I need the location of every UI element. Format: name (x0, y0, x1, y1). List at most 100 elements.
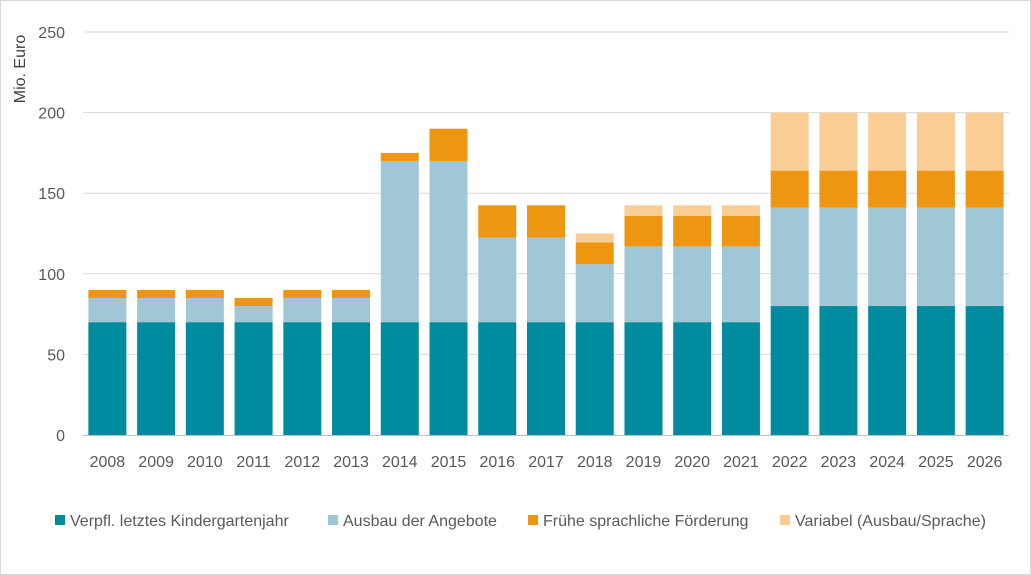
bar-segment-2022-series-0 (770, 306, 809, 435)
x-tick-label: 2017 (528, 454, 564, 471)
x-tick-label: 2019 (626, 454, 662, 471)
bar-group-2014 (380, 152, 419, 435)
bar-segment-2016-series-0 (478, 322, 517, 435)
legend-item-3: Variabel (Ausbau/Sprache) (780, 513, 986, 530)
y-tick-label: 250 (38, 25, 65, 42)
x-tick-label: 2010 (187, 454, 223, 471)
bar-segment-2020-series-0 (673, 322, 712, 435)
bar-segment-2013-series-0 (332, 322, 371, 435)
bar-segment-2011-series-2 (234, 297, 273, 307)
bar-segment-2019-series-0 (624, 322, 663, 435)
bar-segment-2021-series-3 (721, 205, 760, 216)
x-tick-label: 2011 (236, 454, 271, 471)
x-tick-label: 2018 (577, 454, 613, 471)
bar-segment-2009-series-2 (137, 289, 176, 298)
bar-segment-2009-series-0 (137, 322, 176, 435)
bar-group-2021 (721, 205, 760, 435)
bar-segment-2021-series-2 (721, 215, 760, 247)
bar-segment-2026-series-0 (965, 306, 1004, 435)
legend-swatch (780, 515, 790, 525)
x-tick-label: 2014 (382, 454, 418, 471)
y-tick-label: 0 (56, 428, 65, 445)
bar-segment-2018-series-2 (575, 242, 614, 265)
x-tick-label: 2015 (431, 454, 467, 471)
bar-segment-2010-series-0 (185, 322, 224, 435)
bar-segment-2020-series-2 (673, 215, 712, 247)
bar-segment-2016-series-2 (478, 205, 517, 238)
bar-segment-2019-series-3 (624, 205, 663, 216)
bar-group-2008 (88, 289, 127, 435)
y-tick-label: 200 (38, 106, 65, 123)
bar-group-2020 (673, 205, 712, 435)
bar-segment-2017-series-1 (527, 237, 565, 323)
bar-segment-2017-series-2 (527, 205, 565, 238)
x-tick-label: 2012 (285, 454, 321, 471)
bar-segment-2015-series-2 (429, 128, 468, 161)
x-tick-label: 2026 (967, 454, 1003, 471)
bar-group-2022 (770, 112, 809, 435)
bar-segment-2013-series-1 (332, 297, 371, 323)
bar-segment-2010-series-2 (185, 289, 224, 298)
bar-group-2013 (332, 289, 371, 435)
legend-item-0: Verpfl. letztes Kindergartenjahr (55, 513, 289, 530)
bar-segment-2026-series-1 (965, 207, 1004, 307)
bar-group-2023 (819, 112, 858, 435)
bar-segment-2024-series-2 (868, 170, 907, 208)
bar-group-2025 (916, 112, 955, 435)
bar-segment-2020-series-1 (673, 246, 712, 323)
bar-segment-2025-series-0 (916, 306, 955, 435)
x-tick-label: 2021 (723, 454, 759, 471)
legend-swatch (328, 515, 338, 525)
bar-segment-2016-series-1 (478, 237, 517, 323)
bar-segment-2022-series-3 (770, 112, 809, 171)
bar-segment-2010-series-1 (185, 297, 224, 323)
legend-label: Verpfl. letztes Kindergartenjahr (70, 513, 289, 530)
bar-segment-2015-series-0 (429, 322, 468, 435)
y-axis: 0 50 100 150 200 250 (38, 25, 65, 445)
bar-segment-2019-series-1 (624, 246, 663, 323)
bar-segment-2011-series-1 (234, 306, 273, 323)
bar-segment-2012-series-0 (283, 322, 322, 435)
x-tick-label: 2013 (333, 454, 369, 471)
bar-segment-2015-series-1 (429, 160, 468, 323)
bar-segment-2025-series-2 (916, 170, 955, 208)
bar-group-2026 (965, 112, 1004, 435)
bar-segment-2021-series-0 (721, 322, 760, 435)
legend: Verpfl. letztes Kindergartenjahr Ausbau d… (55, 513, 986, 530)
bar-segment-2014-series-0 (380, 322, 419, 435)
x-tick-label: 2024 (869, 454, 905, 471)
legend-label: Ausbau der Angebote (343, 513, 497, 530)
x-tick-label: 2009 (138, 454, 174, 471)
legend-swatch (528, 515, 538, 525)
x-tick-label: 2016 (479, 454, 515, 471)
bar-group-2018 (575, 233, 614, 435)
bar-group-2010 (185, 289, 224, 435)
bar-segment-2021-series-1 (721, 246, 760, 323)
bar-segment-2008-series-2 (88, 289, 127, 298)
bar-segment-2017-series-0 (527, 322, 565, 435)
legend-label: Frühe sprachliche Förderung (543, 513, 748, 530)
x-tick-label: 2023 (821, 454, 857, 471)
bar-segment-2012-series-1 (283, 297, 322, 323)
bar-segment-2025-series-3 (916, 112, 955, 171)
y-tick-label: 50 (47, 347, 65, 364)
x-tick-label: 2025 (918, 454, 954, 471)
bars (88, 112, 1004, 435)
bar-segment-2024-series-3 (868, 112, 907, 171)
bar-segment-2026-series-3 (965, 112, 1004, 171)
bar-segment-2009-series-1 (137, 297, 176, 323)
bar-segment-2018-series-3 (575, 233, 614, 243)
bar-group-2015 (429, 128, 468, 435)
bar-segment-2026-series-2 (965, 170, 1004, 208)
bar-segment-2023-series-2 (819, 170, 858, 208)
legend-item-2: Frühe sprachliche Förderung (528, 513, 748, 530)
x-tick-label: 2008 (90, 454, 126, 471)
bar-segment-2025-series-1 (916, 207, 955, 307)
bar-segment-2019-series-2 (624, 215, 663, 247)
bar-segment-2014-series-1 (380, 160, 419, 323)
bar-segment-2012-series-2 (283, 289, 322, 298)
bar-segment-2008-series-1 (88, 297, 127, 323)
bar-group-2017 (527, 205, 565, 435)
x-tick-label: 2020 (674, 454, 710, 471)
